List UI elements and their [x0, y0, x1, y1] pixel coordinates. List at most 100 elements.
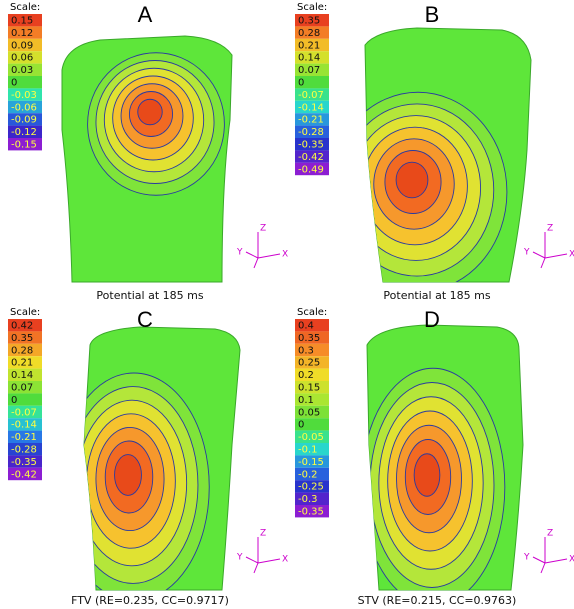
scale-label: 0.3 — [298, 345, 314, 356]
scale-title: Scale: — [297, 2, 327, 13]
axis-y — [246, 557, 258, 563]
panel: DScale:0.40.350.30.250.20.150.10.050-0.0… — [295, 307, 574, 607]
scale-title: Scale: — [10, 2, 40, 13]
scale-label: -0.25 — [298, 482, 324, 493]
scale-label: -0.12 — [11, 127, 37, 138]
potential-map — [88, 53, 225, 196]
axis-y — [533, 557, 545, 563]
scale-label: -0.14 — [11, 420, 37, 431]
scale-label: -0.15 — [298, 457, 324, 468]
scale-label: -0.2 — [298, 469, 318, 480]
scale-label: 0.28 — [11, 345, 33, 356]
scale-label: 0.06 — [11, 53, 33, 64]
scale-title: Scale: — [10, 307, 40, 318]
scale-label: 0.14 — [298, 53, 320, 64]
scale-label: -0.35 — [298, 140, 324, 151]
scale-title: Scale: — [297, 307, 327, 318]
scale-label: 0.12 — [11, 28, 33, 39]
scale-label: -0.35 — [298, 507, 324, 518]
panel-letter: C — [137, 307, 153, 332]
scale-label: -0.28 — [298, 127, 324, 138]
axis-x — [545, 559, 567, 563]
scale-label: 0.42 — [11, 321, 33, 332]
contour — [138, 99, 162, 125]
scale-label: -0.06 — [11, 102, 37, 113]
axis-label: Y — [236, 553, 243, 563]
caption: FTV (RE=0.235, CC=0.9717) — [71, 594, 229, 607]
potential-map — [329, 92, 507, 292]
scale-label: 0.28 — [298, 28, 320, 39]
scale-label: 0.07 — [298, 65, 320, 76]
contour — [396, 162, 428, 198]
scale-label: 0.25 — [298, 358, 320, 369]
figure: AScale:0.150.120.090.060.030-0.03-0.06-0… — [0, 0, 574, 609]
axis-stub — [541, 563, 545, 573]
scale-label: 0 — [298, 78, 304, 89]
axis-y — [533, 252, 545, 258]
scale-label: 0.21 — [298, 40, 320, 51]
scale-label: 0.15 — [11, 16, 33, 27]
caption: STV (RE=0.215, CC=0.9763) — [358, 594, 517, 607]
scale-label: -0.07 — [11, 407, 37, 418]
scale-label: -0.21 — [11, 432, 37, 443]
scale-label: 0.14 — [11, 370, 33, 381]
scale-label: -0.21 — [298, 115, 324, 126]
axis-label: Y — [523, 248, 530, 258]
axis-y — [246, 252, 258, 258]
axis-label: Y — [236, 248, 243, 258]
axis-label: X — [569, 250, 574, 260]
axis-label: Y — [523, 553, 530, 563]
axis-label: X — [282, 555, 288, 565]
potential-map — [59, 373, 209, 601]
scale-label: 0.07 — [11, 383, 33, 394]
caption: Potential at 185 ms — [383, 289, 490, 302]
axis-label: X — [282, 250, 288, 260]
scale-label: -0.1 — [298, 445, 318, 456]
scale-label: 0.35 — [298, 333, 320, 344]
potential-map — [361, 368, 505, 606]
contour — [414, 454, 440, 497]
axis-label: Z — [260, 529, 266, 539]
panel-letter: B — [425, 2, 440, 27]
panel: A Scale: 0.150.120.09 0.060.03 0-0.03-0.06 -0… — [8, 2, 288, 302]
panel: B Scale: 0.350.280.21 0.140.07 0-0.07-0.14 -0… — [295, 2, 574, 302]
scale-label: 0.4 — [298, 321, 314, 332]
scale-label: 0.09 — [11, 40, 33, 51]
scale-label: 0 — [11, 395, 17, 406]
panel: C Scale: 0.420.350.28 0.210.14 0.070-0.07 -0.… — [8, 307, 288, 607]
scale-label: 0.2 — [298, 370, 314, 381]
axis-label: Z — [260, 224, 266, 234]
scale-label: 0.1 — [298, 395, 314, 406]
scale-label: 0.03 — [11, 65, 33, 76]
scale-label: -0.28 — [11, 445, 37, 456]
axis-label: Z — [547, 529, 553, 539]
scale-label: -0.03 — [11, 90, 37, 101]
scale-label: 0 — [11, 78, 17, 89]
scale-label: -0.09 — [11, 115, 37, 126]
scale-label: -0.14 — [298, 102, 324, 113]
contour — [115, 455, 142, 496]
axis-stub — [541, 258, 545, 268]
scale-label: 0.21 — [11, 358, 33, 369]
axis-stub — [254, 258, 258, 268]
scale-label: -0.42 — [298, 152, 324, 163]
axis-x — [545, 254, 567, 258]
panel-letter: D — [424, 307, 440, 332]
scale-label: -0.35 — [11, 457, 37, 468]
axis-label: Z — [547, 224, 553, 234]
scale-label: 0.35 — [11, 333, 33, 344]
axis-label: X — [569, 555, 574, 565]
scale-label: -0.3 — [298, 494, 318, 505]
axis-x — [258, 254, 280, 258]
axis-x — [258, 559, 280, 563]
panel-letter: A — [138, 2, 153, 27]
caption: Potential at 185 ms — [96, 289, 203, 302]
scale-label: 0.35 — [298, 16, 320, 27]
scale-label: -0.42 — [11, 469, 37, 480]
scale-label: 0 — [298, 420, 304, 431]
scale-label: -0.49 — [298, 164, 324, 175]
scale-label: -0.07 — [298, 90, 324, 101]
scale-label: -0.05 — [298, 432, 324, 443]
axis-stub — [254, 563, 258, 573]
scale-label: 0.15 — [298, 383, 320, 394]
